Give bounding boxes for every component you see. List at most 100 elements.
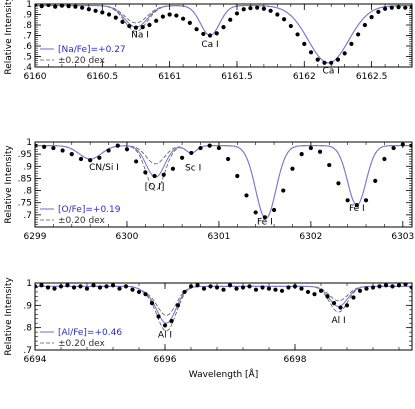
observed-point: [268, 8, 273, 13]
observed-point: [325, 294, 330, 299]
observed-point: [106, 12, 112, 17]
y-tick-label: 1: [26, 279, 32, 289]
x-tick-label: 6694: [24, 355, 47, 365]
panel-o: 6299 6300 6301 6302 6303 .7 .75 .8 .85 .9 .95 1 Rela…: [4, 138, 414, 242]
y-tick-label: .7: [23, 346, 32, 356]
panel-al: 6694 6696 6698 .7 .8 .9 1 Relative Intensity Al …: [4, 277, 413, 380]
observed-point: [65, 283, 70, 288]
observed-point: [228, 17, 233, 22]
observed-point: [140, 25, 145, 30]
observed-point: [104, 284, 109, 289]
y-tick-label: .9: [23, 162, 32, 172]
observed-point: [382, 156, 387, 162]
line-label: Ca I: [323, 66, 340, 76]
model-line: [35, 5, 412, 64]
observed-point: [317, 149, 323, 154]
x-tick-label: 6303: [391, 232, 414, 242]
observed-point: [344, 303, 350, 308]
x-tick-label: 6299: [24, 232, 47, 242]
observed-point: [318, 288, 324, 293]
x-tick-label: 6162: [293, 72, 316, 82]
observed-point: [201, 31, 206, 37]
y-tick-label: .4: [23, 63, 32, 73]
observed-point: [253, 287, 259, 292]
observed-point: [143, 292, 148, 297]
observed-point: [115, 143, 120, 148]
observed-point: [234, 11, 240, 16]
observed-point: [290, 166, 295, 171]
y-tick-label: .6: [23, 42, 32, 52]
plot-area: [35, 283, 412, 332]
observed-point: [127, 23, 132, 29]
y-tick-label: .8: [23, 324, 32, 334]
line-label: Ca I: [201, 40, 218, 50]
observed-point: [253, 210, 258, 215]
observed-point: [198, 145, 203, 151]
observed-point: [335, 57, 341, 62]
observed-point: [308, 50, 314, 55]
observed-point: [315, 57, 320, 62]
observed-point: [80, 5, 85, 10]
observed-point: [195, 283, 200, 288]
observed-point: [403, 5, 408, 10]
observed-point: [175, 303, 181, 308]
observed-point: [154, 18, 159, 23]
observed-point: [53, 4, 58, 9]
observed-point: [241, 7, 246, 12]
y-axis-label: Relative Intensity: [4, 277, 14, 356]
observed-point: [221, 287, 226, 292]
observed-point: [147, 22, 152, 28]
observed-point: [260, 285, 265, 290]
x-tick-label: 6698: [284, 355, 307, 365]
y-tick-label: 1: [26, 138, 32, 148]
observed-point: [208, 284, 213, 289]
observed-point: [149, 301, 155, 306]
y-tick-label: .5: [23, 53, 32, 63]
legend-variation-label: ±0.20 dex: [58, 339, 106, 349]
observed-point: [156, 314, 161, 319]
y-tick-label: .8: [23, 21, 32, 31]
observed-point: [281, 17, 287, 22]
observed-point: [194, 27, 199, 32]
x-tick-label: 6302: [299, 232, 322, 242]
observed-point: [331, 301, 337, 306]
observed-point: [390, 284, 395, 289]
observed-point: [42, 144, 47, 149]
axes-frame: [34, 141, 413, 228]
observed-point: [201, 286, 207, 291]
legend-model-label: [Na/Fe]=+0.27: [58, 45, 126, 55]
observed-point: [207, 143, 212, 148]
observed-point: [100, 10, 105, 15]
observed-point: [261, 6, 266, 11]
observed-point: [113, 15, 118, 20]
observed-point: [342, 51, 347, 56]
observed-point: [214, 31, 219, 36]
y-tick-label: 1: [26, 0, 32, 10]
observed-point: [45, 285, 51, 290]
observed-point: [143, 170, 148, 175]
observed-point: [305, 289, 311, 295]
observed-point: [329, 60, 334, 65]
observed-point: [391, 145, 396, 151]
x-tick-label: 6161.5: [221, 72, 253, 82]
observed-point: [174, 13, 179, 18]
observed-point: [69, 152, 74, 157]
observed-point: [133, 25, 139, 30]
observed-point: [362, 22, 367, 28]
observed-point: [60, 148, 65, 153]
observed-point: [182, 289, 187, 295]
observed-point: [160, 14, 166, 19]
observed-point: [396, 5, 401, 10]
observed-point: [345, 198, 350, 203]
observed-point: [286, 285, 291, 290]
observed-point: [244, 193, 249, 198]
x-axis-label: Wavelength [Å]: [189, 368, 258, 380]
observed-point: [97, 285, 103, 290]
observed-point: [266, 286, 272, 291]
observed-point: [88, 158, 93, 163]
observed-point: [295, 32, 300, 37]
observed-point: [188, 284, 194, 289]
observed-point: [180, 155, 185, 160]
model-line: [35, 285, 412, 324]
observed-point: [349, 41, 354, 47]
